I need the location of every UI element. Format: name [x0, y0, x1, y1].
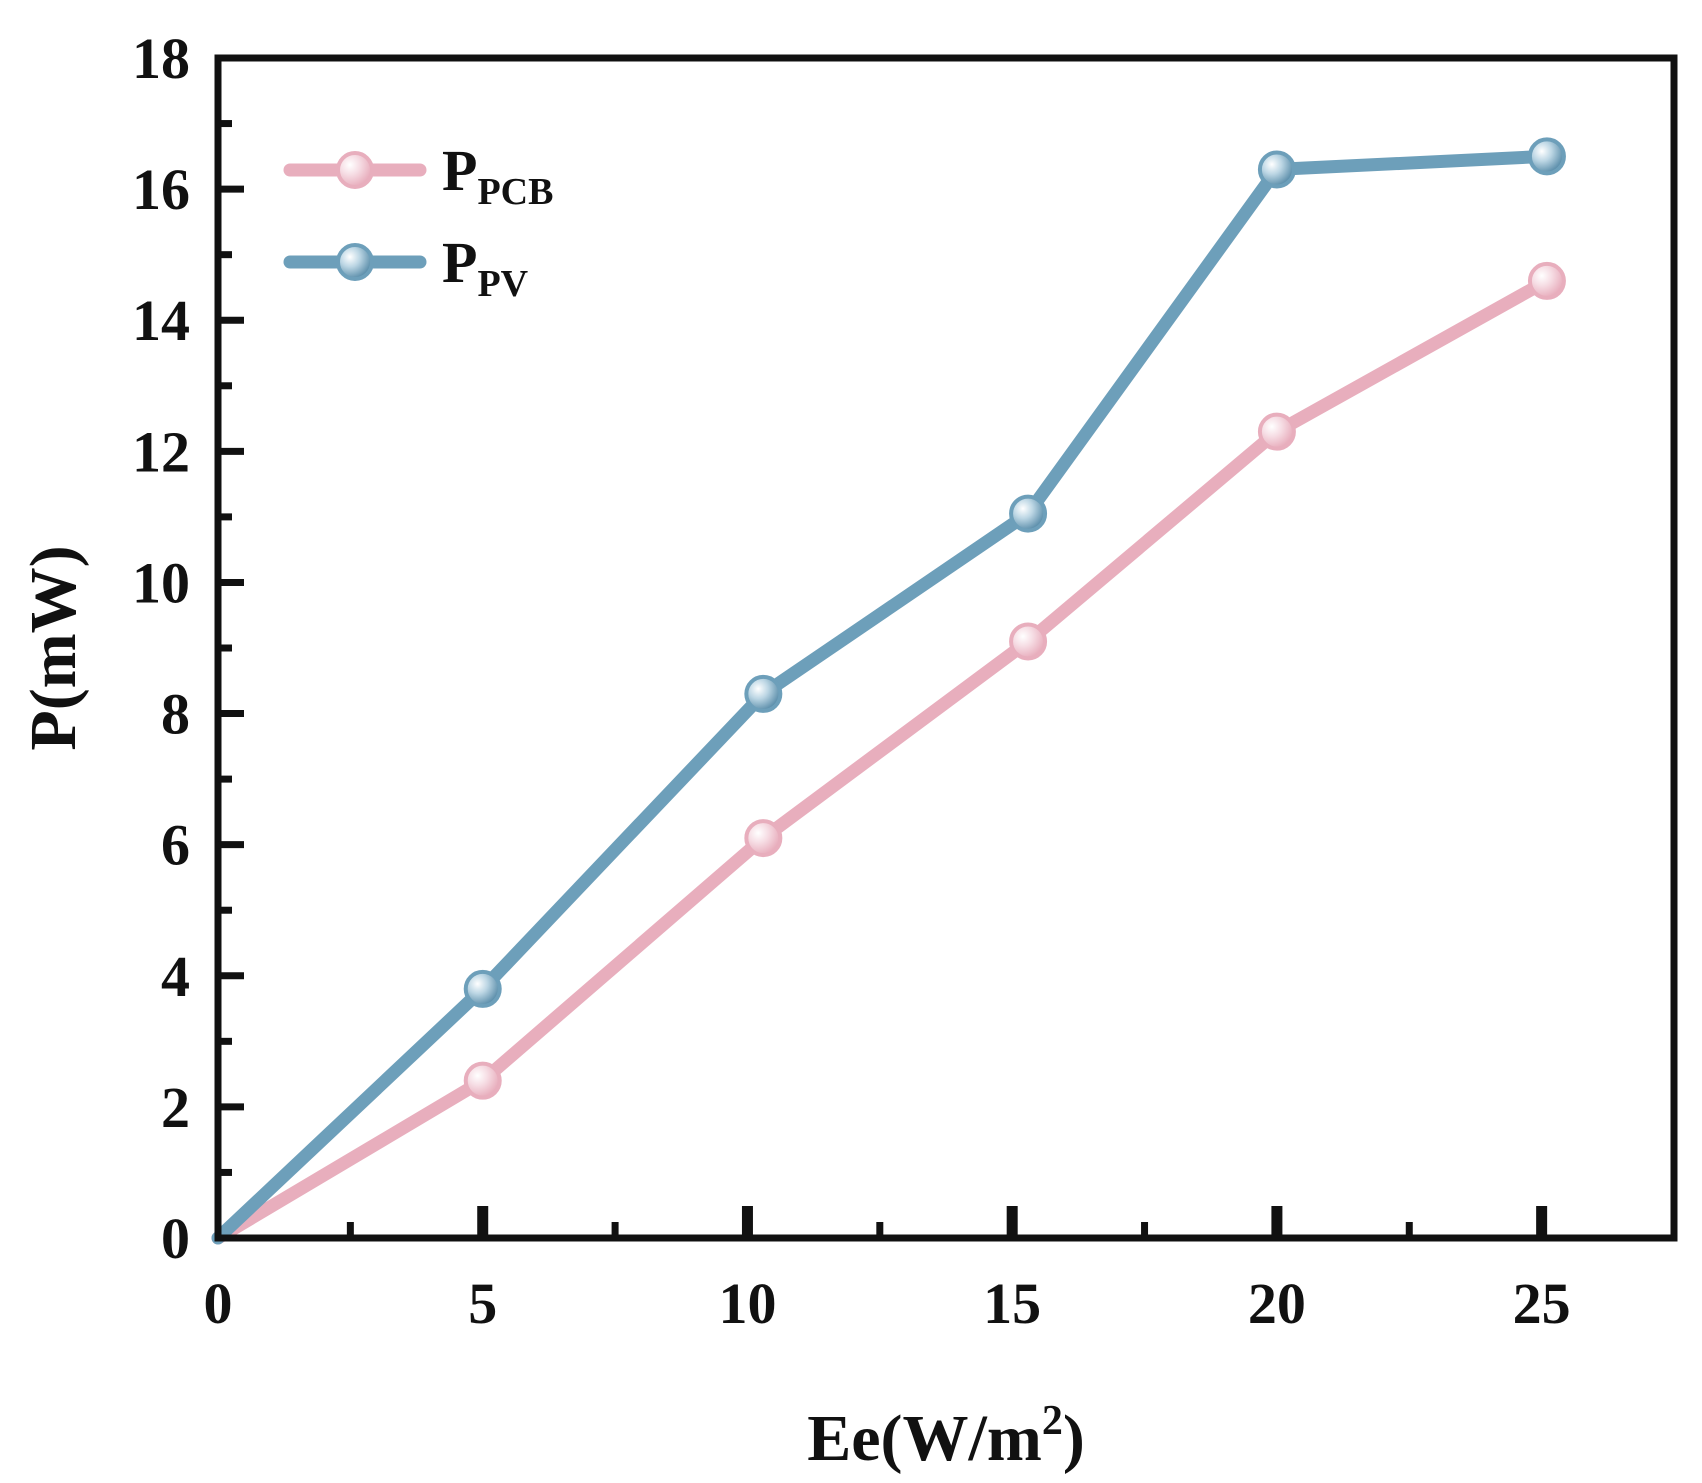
series-line-pcb	[211, 274, 1554, 1245]
x-tick-label: 25	[1513, 1271, 1571, 1336]
x-tick-label: 20	[1248, 1271, 1306, 1336]
x-axis-title-sup: 2	[1042, 1398, 1063, 1444]
data-point-pv	[463, 969, 502, 1008]
axes-layer: 0 2 4 6 8 10 12 14 16 18 0 5 10 15 20 25	[132, 26, 1571, 1336]
y-tick-label: 8	[161, 682, 190, 747]
data-point-pv	[744, 674, 783, 713]
y-tick-label: 14	[132, 288, 190, 353]
y-tick-label: 6	[161, 813, 190, 878]
legend-label-main: P	[442, 230, 477, 295]
x-tick-label: 5	[468, 1271, 497, 1336]
legend-marker-pv	[336, 243, 374, 281]
legend-label-main: P	[442, 138, 477, 203]
y-tick-label: 10	[132, 550, 190, 615]
x-axis-title-tail: )	[1063, 1402, 1085, 1475]
y-tick-label: 18	[132, 26, 190, 91]
y-tick-label: 16	[132, 157, 190, 222]
legend-label-sub: PCB	[477, 171, 553, 213]
legend-label-pcb: PPCB	[442, 138, 553, 213]
y-tick-label: 12	[132, 419, 190, 484]
y-tick-label: 4	[161, 944, 190, 1009]
data-point-pcb	[1257, 412, 1296, 451]
data-point-pcb	[744, 819, 783, 858]
x-tick-label: 10	[718, 1271, 776, 1336]
data-point-pcb	[463, 1061, 502, 1100]
data-point-pv	[1009, 494, 1048, 533]
series-layer	[211, 137, 1566, 1245]
data-point-pv	[1527, 137, 1566, 176]
legend-marker-pcb	[336, 151, 374, 189]
x-axis-title: Ee(W/m2)	[807, 1398, 1085, 1475]
data-point-pv	[1257, 150, 1296, 189]
x-tick-label: 0	[204, 1271, 233, 1336]
y-tick-label: 2	[161, 1075, 190, 1140]
y-axis-title: P(mW)	[17, 545, 90, 750]
y-tick-label: 0	[161, 1206, 190, 1271]
data-point-pcb	[1009, 622, 1048, 661]
data-point-pcb	[1527, 261, 1566, 300]
plot-frame	[214, 54, 1678, 1242]
x-tick-label: 15	[983, 1271, 1041, 1336]
x-axis-title-base: Ee(W/m	[807, 1402, 1042, 1475]
series-line-pv	[211, 149, 1554, 1245]
legend-label-sub: PV	[477, 263, 528, 305]
legend-label-pv: PPV	[442, 230, 529, 305]
